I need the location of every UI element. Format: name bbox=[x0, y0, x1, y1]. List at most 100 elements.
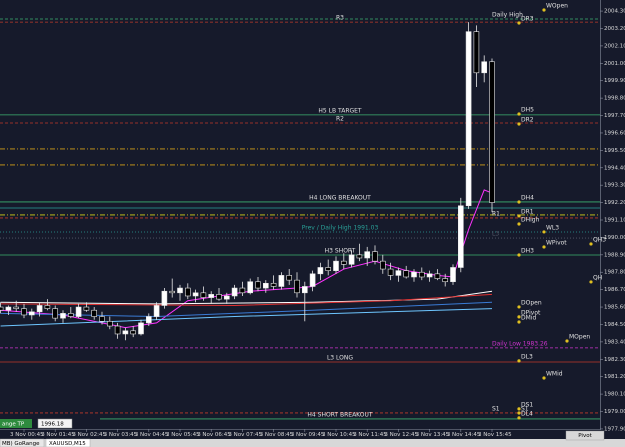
x-tick-label: 3 Nov 04:45 bbox=[135, 432, 169, 438]
tag-dot bbox=[517, 315, 521, 319]
level-label: H5 LB TARGET bbox=[318, 107, 362, 114]
candle-body bbox=[107, 320, 113, 327]
x-tick-label: 3 Nov 00:45 bbox=[10, 432, 44, 438]
candle-body bbox=[28, 311, 35, 316]
tag-label: DS1 bbox=[521, 401, 533, 408]
candle-body bbox=[434, 273, 441, 279]
y-tick-label: 2003.20 bbox=[604, 26, 625, 32]
candle-body bbox=[309, 273, 316, 287]
candle-body bbox=[122, 330, 129, 335]
level-label: L3 LONG bbox=[327, 354, 353, 361]
candle-body bbox=[200, 292, 207, 298]
level-label: H3 SHORT bbox=[325, 247, 356, 254]
y-tick-label: 1983.40 bbox=[604, 339, 625, 345]
tag-dot bbox=[517, 320, 521, 324]
x-tick-label: 3 Nov 12:45 bbox=[384, 432, 418, 438]
candle-body bbox=[364, 251, 371, 259]
tab[interactable] bbox=[0, 438, 45, 447]
candle-body bbox=[379, 260, 386, 270]
candle-body bbox=[0, 306, 4, 311]
tag-dot bbox=[542, 230, 546, 234]
candle-body bbox=[442, 278, 449, 283]
y-tick-label: 1981.20 bbox=[604, 374, 625, 380]
tab-label[interactable]: MB) GoRange bbox=[2, 441, 40, 447]
level-label: Daily Low 1983.26 bbox=[492, 340, 548, 347]
tag-label: DL3 bbox=[521, 353, 533, 360]
candle-body bbox=[255, 281, 261, 289]
tag-label: WMid bbox=[546, 371, 563, 378]
tag-dot bbox=[517, 411, 521, 415]
candle-body bbox=[333, 260, 339, 271]
candle-body bbox=[418, 271, 425, 278]
tag-dot bbox=[517, 222, 521, 226]
range-button-text[interactable]: ange TP bbox=[2, 422, 25, 428]
pivot-button-text[interactable]: Pivot bbox=[578, 433, 592, 439]
level-label: H4 SHORT BREAKOUT bbox=[307, 411, 372, 418]
candle-body bbox=[465, 31, 472, 207]
y-tick-label: 2001.00 bbox=[604, 61, 625, 67]
pivot-button[interactable] bbox=[565, 430, 605, 441]
level-label: L3 bbox=[492, 231, 499, 238]
tag-label: DPivot bbox=[521, 309, 541, 316]
candle-body bbox=[317, 267, 324, 275]
candle-body bbox=[356, 254, 363, 259]
candle-body bbox=[44, 305, 51, 309]
tag-label: DMid bbox=[521, 314, 536, 321]
y-tick-label: 2002.10 bbox=[604, 43, 625, 49]
candle-body bbox=[294, 279, 300, 294]
candle-body bbox=[489, 61, 495, 203]
tag-label: QH bbox=[593, 274, 602, 281]
y-tick-label: 2004.30 bbox=[604, 9, 625, 15]
range-value[interactable]: 1996.18 bbox=[41, 422, 64, 428]
y-tick-label: 1993.30 bbox=[604, 183, 625, 189]
candle-body bbox=[153, 305, 160, 317]
x-tick-label: 3 Nov 10:45 bbox=[322, 432, 356, 438]
tag-label: DHigh bbox=[521, 217, 540, 224]
plot: 2004.30 2003.20 2002.10 2001.00 1999.90 1998.… bbox=[0, 3, 625, 438]
tag-dot bbox=[517, 305, 521, 309]
x-tick-label: 3 Nov 08:45 bbox=[260, 432, 294, 438]
tag-label: DH5 bbox=[521, 107, 534, 114]
y-tick-label: 1999.90 bbox=[604, 78, 625, 84]
range-value-box[interactable] bbox=[37, 418, 73, 429]
candle-body bbox=[208, 294, 214, 298]
candle-body bbox=[130, 330, 136, 335]
tab[interactable] bbox=[45, 438, 91, 447]
candle-body bbox=[5, 306, 12, 311]
x-tick-label: 3 Nov 09:45 bbox=[291, 432, 325, 438]
tab-label[interactable]: XAUUSD,M15 bbox=[49, 441, 86, 447]
tag-dot bbox=[517, 112, 521, 116]
x-tick-label: 3 Nov 14:45 bbox=[447, 432, 481, 438]
level-label: R1 bbox=[492, 210, 500, 217]
y-tick-label: 1984.50 bbox=[604, 322, 625, 328]
x-tick-label: 3 Nov 02:45 bbox=[72, 432, 106, 438]
range-button[interactable] bbox=[0, 419, 32, 428]
tag-label: MOpen bbox=[569, 333, 590, 340]
tag-dot bbox=[589, 280, 593, 284]
y-tick-label: 1988.90 bbox=[604, 252, 625, 258]
candle-body bbox=[325, 267, 332, 271]
tag-label: DH3 bbox=[521, 248, 534, 255]
candle-body bbox=[216, 294, 222, 300]
y-tick-label: 1980.10 bbox=[604, 392, 625, 398]
tag-label: WOpen bbox=[546, 3, 568, 10]
candle-body bbox=[426, 273, 433, 278]
candle-body bbox=[387, 268, 394, 276]
y-tick-label: 1994.40 bbox=[604, 165, 625, 171]
tag-label: WL3 bbox=[546, 224, 559, 231]
candle-body bbox=[177, 287, 183, 294]
candle-body bbox=[395, 270, 402, 276]
candle-body bbox=[146, 316, 152, 324]
tag-dot bbox=[542, 8, 546, 12]
tag-label: S1 bbox=[521, 405, 529, 412]
candle-body bbox=[457, 205, 464, 268]
candle-body bbox=[372, 251, 378, 262]
candle-body bbox=[340, 260, 347, 265]
moving-average bbox=[0, 293, 493, 306]
y-tick-label: 1992.20 bbox=[604, 200, 625, 206]
tag-label: QH3 bbox=[593, 236, 606, 243]
candle-body bbox=[21, 308, 27, 316]
candle-body bbox=[286, 275, 293, 281]
